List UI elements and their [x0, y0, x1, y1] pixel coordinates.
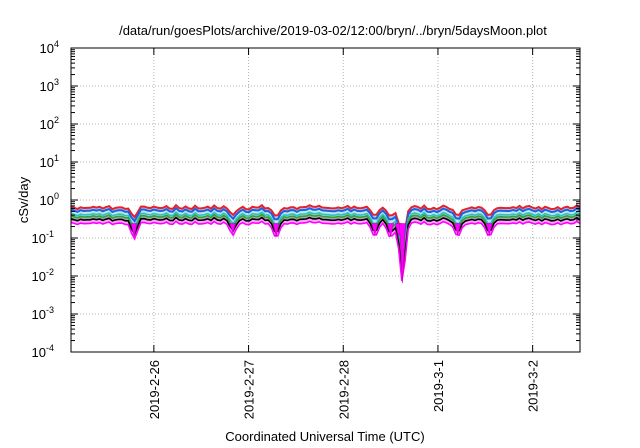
y-tick-exponent: 1: [54, 153, 59, 163]
y-tick-exponent: -2: [46, 267, 54, 277]
y-tick-exponent: -4: [46, 343, 54, 353]
x-tick-label: 2019-2-27: [242, 360, 257, 419]
y-tick-label: 103: [40, 77, 59, 94]
y-tick-exponent: 3: [54, 77, 59, 87]
y-tick-label: 10-1: [32, 229, 54, 246]
y-tick-exponent: 4: [54, 39, 59, 49]
y-tick-label: 101: [40, 153, 59, 170]
x-axis-label: Coordinated Universal Time (UTC): [225, 429, 424, 444]
x-tick-label: 2019-2-26: [147, 360, 162, 419]
y-tick-exponent: -3: [46, 305, 54, 315]
dip-spike: [454, 223, 462, 237]
series-lines: [70, 203, 581, 284]
y-tick-label: 102: [40, 115, 59, 132]
x-tick-label: 2019-2-28: [336, 360, 351, 419]
chart-title: /data/run/goesPlots/archive/2019-03-02/1…: [119, 23, 547, 38]
dip-spike: [130, 223, 138, 237]
series-line: [70, 216, 581, 273]
grid-lines: [71, 48, 580, 352]
series-band: [71, 208, 580, 259]
series-band: [71, 217, 580, 281]
series-line: [70, 203, 581, 243]
y-tick-exponent: -1: [46, 229, 54, 239]
y-tick-label: 10-3: [32, 305, 54, 322]
dip-spike: [371, 223, 379, 237]
series-line: [70, 220, 581, 281]
y-tick-label: 10-2: [32, 267, 54, 284]
x-axis-ticks: 2019-2-26 2019-2-27 2019-2-28 2019-3-1 2019-…: [147, 48, 541, 419]
x-tick-label: 2019-3-1: [431, 360, 446, 412]
dip-spike: [387, 223, 394, 237]
y-axis-label: cSv/day: [16, 176, 31, 223]
x-tick-label: 2019-3-2: [526, 360, 541, 412]
dip-spike: [229, 223, 237, 234]
y-tick-exponent: 2: [54, 115, 59, 125]
series-line: [70, 206, 581, 250]
dip-spike: [485, 223, 493, 237]
y-tick-exponent: 0: [54, 191, 59, 201]
dip-spike: [399, 223, 406, 284]
series-line: [70, 213, 581, 266]
series-line: [70, 211, 581, 259]
y-tick-label: 104: [40, 39, 59, 56]
y-tick-label: 100: [40, 191, 59, 208]
dip-spike: [272, 223, 280, 237]
y-tick-label: 10-4: [32, 343, 54, 360]
